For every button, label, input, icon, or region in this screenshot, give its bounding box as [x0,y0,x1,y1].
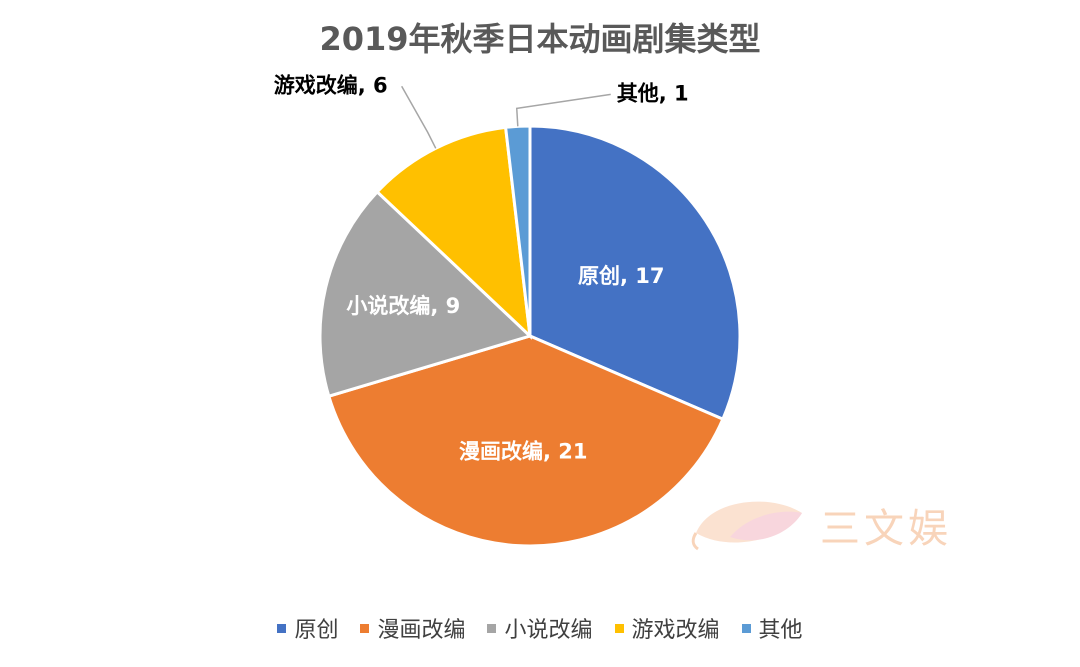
data-label: 小说改编, 9 [346,294,460,318]
legend-item: 漫画改编 [360,612,465,644]
legend-label: 游戏改编 [631,618,720,643]
pie-slice [326,334,725,548]
legend-label: 小说改编 [504,618,593,643]
legend-item: 游戏改编 [614,612,720,644]
legend-label: 漫画改编 [377,618,466,643]
legend-swatch-icon [360,623,370,633]
legend-label: 其他 [758,618,803,643]
leader-line [401,85,437,149]
chart-title: 2019年秋季日本动画剧集类型 [319,20,761,58]
legend-item: 原创 [277,612,338,644]
pie-slice [318,189,533,399]
pie-slice [375,125,532,340]
pie-slice [528,124,742,422]
data-label: 其他, 1 [617,81,689,105]
watermark: 三文娱 [690,490,970,560]
legend: 原创 漫画改编 小说改编 游戏改编 其他 [0,612,1080,644]
watermark-text: 三文娱 [820,506,952,552]
legend-item: 其他 [741,612,803,644]
legend-swatch-icon [741,623,751,633]
fish-logo-icon [691,501,802,551]
legend-label: 原创 [294,618,339,643]
legend-swatch-icon [487,623,497,633]
data-label: 游戏改编, 6 [274,73,388,97]
legend-swatch-icon [277,623,287,633]
data-label: 原创, 17 [578,264,665,288]
legend-swatch-icon [614,623,624,633]
pie-slice [503,124,532,337]
data-label: 漫画改编, 21 [459,439,588,463]
leader-line [515,93,611,127]
legend-item: 小说改编 [487,612,593,644]
